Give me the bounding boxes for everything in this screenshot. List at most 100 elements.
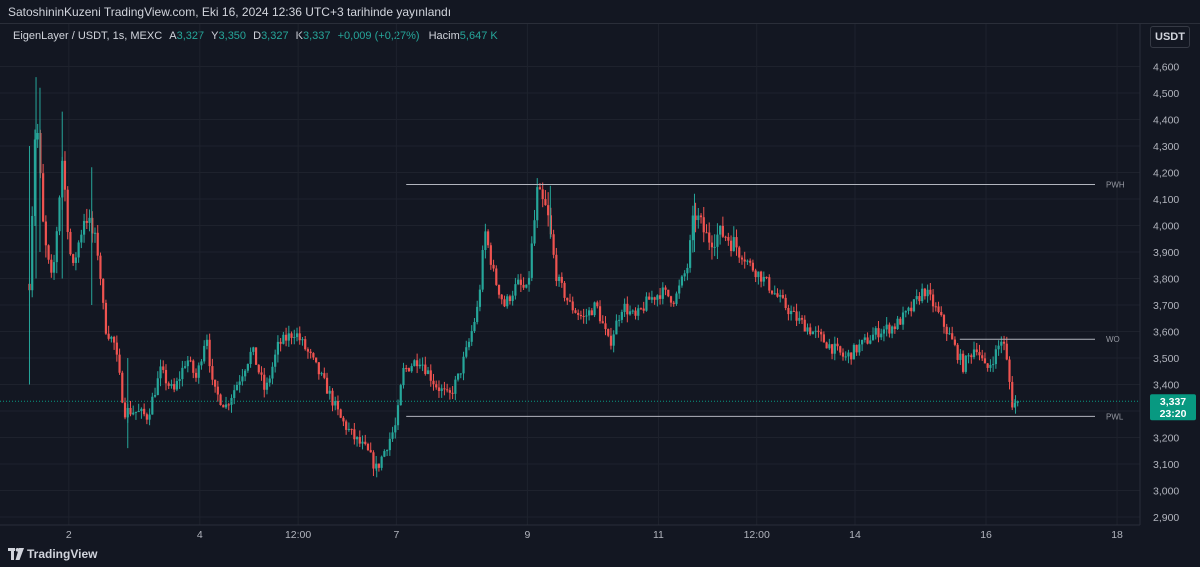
candle-body [754, 270, 757, 278]
candle-body [547, 205, 550, 216]
candle-body [978, 352, 981, 356]
candle-body [473, 321, 476, 332]
y-tick-label: 4,300 [1153, 141, 1179, 153]
candle-body [249, 351, 252, 365]
candle-body [295, 333, 299, 338]
candle-body [129, 407, 132, 415]
candle-body [394, 425, 397, 433]
candle-body [481, 250, 484, 290]
candle-body [323, 373, 326, 378]
candle-body [233, 390, 236, 398]
candle-body [407, 368, 411, 372]
candle-body [1016, 401, 1019, 403]
candle-body [279, 341, 282, 344]
candle-body [601, 321, 604, 324]
candle-body [860, 339, 864, 345]
candle-body [134, 411, 138, 413]
candle-body [377, 463, 381, 468]
candle-body [342, 417, 345, 422]
candle-body [522, 284, 525, 288]
candle-body [631, 310, 634, 312]
candle-body [50, 259, 53, 273]
candle-body [702, 217, 705, 233]
candle-body [858, 344, 861, 353]
candle-body [181, 367, 184, 380]
candle-body [871, 334, 875, 341]
candle-body [937, 306, 940, 313]
candle-body [514, 284, 517, 296]
candle-body [721, 225, 724, 237]
candle-body [661, 287, 664, 299]
candle-body [989, 364, 992, 368]
candle-body [241, 376, 244, 382]
candle-body [566, 297, 569, 301]
candle-body [55, 231, 58, 263]
currency-button[interactable]: USDT [1150, 26, 1190, 48]
candle-body [293, 337, 296, 339]
candle-body [923, 288, 926, 297]
symbol-title[interactable]: EigenLayer / USDT, 1s, MEXC [13, 30, 163, 42]
candle-body [959, 353, 962, 360]
published-info: SatoshininKuzeni TradingView.com, Eki 16… [8, 5, 452, 19]
candle-body [549, 215, 552, 235]
candle-body [628, 311, 632, 315]
candle-body [658, 295, 662, 299]
candle-body [596, 302, 599, 307]
candle-body [298, 333, 301, 341]
candle-body [615, 320, 618, 335]
candle-body [612, 334, 615, 346]
candle-body [893, 326, 896, 330]
candle-body [852, 344, 856, 360]
candle-body [533, 220, 536, 244]
candle-body [675, 293, 678, 304]
candle-body [604, 323, 607, 330]
candle-body [268, 378, 271, 383]
candle-body [759, 271, 763, 282]
candle-body [312, 353, 315, 358]
candle-body [358, 436, 361, 444]
candle-body [465, 347, 468, 357]
candle-body [107, 333, 110, 339]
candle-body [402, 367, 405, 386]
candle-body [825, 342, 828, 349]
candle-body [814, 330, 817, 332]
candle-body [1005, 343, 1008, 360]
candle-body [102, 278, 105, 303]
candle-body [497, 284, 501, 295]
candle-body [992, 364, 995, 366]
y-tick-label: 3,500 [1153, 353, 1179, 365]
candle-body [44, 221, 47, 246]
candle-body [751, 262, 755, 271]
candle-body [85, 220, 88, 223]
candle-body [708, 232, 711, 243]
candle-body [779, 295, 782, 297]
candle-body [891, 326, 894, 334]
candle-body [110, 336, 113, 339]
candle-body [719, 225, 722, 235]
candle-body [882, 329, 886, 334]
candle-body [159, 366, 162, 379]
candle-body [795, 311, 798, 321]
candle-body [200, 361, 203, 366]
candle-body [339, 409, 342, 418]
x-tick-label: 11 [653, 529, 664, 540]
level-label: PWH [1106, 180, 1125, 189]
close-label: K [295, 30, 303, 42]
candle-body [503, 299, 506, 307]
candle-body [967, 355, 970, 357]
candle-body [104, 302, 108, 334]
candle-body [385, 450, 389, 452]
price-chart[interactable]: 2,9003,0003,1003,2003,3003,4003,5003,600… [0, 24, 1200, 540]
candle-body [678, 285, 681, 294]
candle-body [69, 231, 72, 255]
candle-body [336, 401, 340, 410]
candle-body [282, 334, 285, 344]
candle-body [953, 339, 957, 345]
candle-body [495, 268, 498, 285]
candle-body [304, 339, 307, 350]
open-label: A [169, 30, 177, 42]
candle-body [585, 315, 588, 317]
candle-body [694, 215, 697, 221]
y-tick-label: 4,400 [1153, 115, 1179, 127]
candle-body [148, 414, 151, 420]
